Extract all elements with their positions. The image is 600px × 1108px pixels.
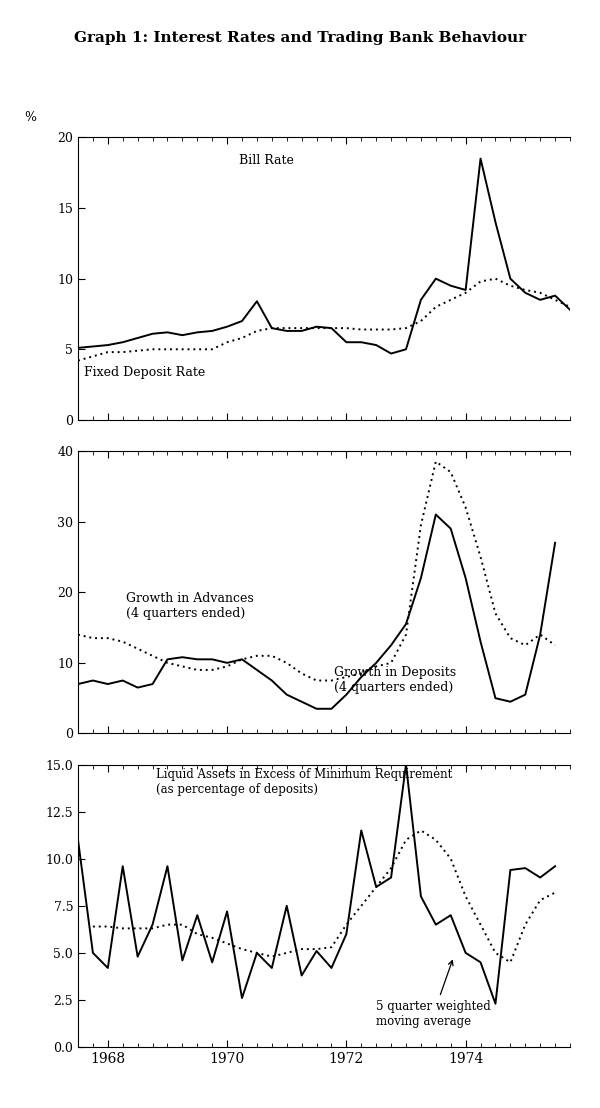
Text: Liquid Assets in Excess of Minimum Requirement
(as percentage of deposits): Liquid Assets in Excess of Minimum Requi… <box>155 768 452 797</box>
Text: 5 quarter weighted
moving average: 5 quarter weighted moving average <box>376 961 491 1028</box>
Text: %: % <box>24 111 36 124</box>
Text: Growth in Deposits
(4 quarters ended): Growth in Deposits (4 quarters ended) <box>334 666 457 695</box>
Text: Bill Rate: Bill Rate <box>239 154 294 167</box>
Text: Growth in Advances
(4 quarters ended): Growth in Advances (4 quarters ended) <box>126 592 253 620</box>
Text: Graph 1: Interest Rates and Trading Bank Behaviour: Graph 1: Interest Rates and Trading Bank… <box>74 31 526 45</box>
Text: Fixed Deposit Rate: Fixed Deposit Rate <box>84 367 205 379</box>
